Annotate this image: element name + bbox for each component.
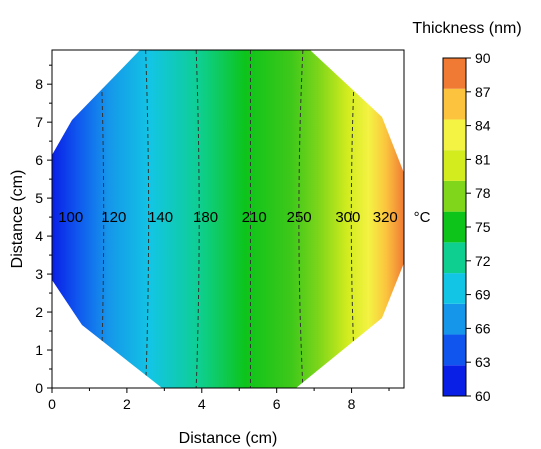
colorbar-tick-label: 78 [475,185,491,201]
temperature-label: 250 [287,209,312,226]
contour-line [100,50,105,388]
colorbar-swatch [443,303,466,335]
colorbar-swatch [443,119,466,151]
colorbar-tick-label: 81 [475,151,491,167]
temperature-labels: 100 120 140 180 210 250 300 320 °C [58,209,430,226]
colorbar-tick-label: 90 [475,50,491,66]
colorbar-swatch [443,365,466,396]
x-tick-label: 0 [48,396,56,412]
contour-line [298,50,304,388]
x-tick-label: 6 [273,396,281,412]
colorbar-swatch [443,180,466,212]
temperature-label: 120 [101,209,126,226]
colorbar-swatch [443,273,466,304]
temperature-label: 140 [148,209,173,226]
colorbar-swatch [443,58,466,89]
colorbar-tick-label: 60 [475,388,491,404]
y-axis: 0 1 2 3 4 5 6 7 8 [35,64,52,396]
colorbar-tick-label: 66 [475,320,491,336]
x-tick-label: 4 [198,396,206,412]
y-tick-label: 7 [35,114,43,130]
colorbar-swatch [443,211,466,243]
thickness-map-fill [52,50,404,388]
temperature-label: 100 [58,209,83,226]
temperature-label: 320 [373,209,398,226]
x-tick-label: 8 [348,396,356,412]
temperature-unit-label: °C [414,209,431,226]
contour-lines [100,50,356,388]
y-tick-label: 3 [35,266,43,282]
x-axis: 0 2 4 6 8 [48,388,390,412]
y-tick-label: 5 [35,190,43,206]
colorbar-tick-label: 75 [475,219,491,235]
colorbar-swatch [443,334,466,366]
temperature-label: 300 [335,209,360,226]
y-tick-label: 6 [35,152,43,168]
contour-line [145,50,150,388]
contour-line [195,50,200,388]
colorbar: 60 63 66 69 72 75 78 81 84 87 90 [442,50,491,404]
y-tick-label: 4 [35,228,43,244]
x-axis-label: Distance (cm) [179,430,278,447]
temperature-label: 210 [242,209,267,226]
colorbar-swatch [443,242,466,274]
y-tick-label: 0 [35,380,43,396]
plot-frame [51,49,405,389]
colorbar-title: Thickness (nm) [412,20,521,37]
contour-line [350,50,356,388]
y-tick-label: 8 [35,76,43,92]
colorbar-swatch [443,150,466,181]
temperature-label: 180 [193,209,218,226]
y-axis-label: Distance (cm) [9,170,26,269]
colorbar-tick-label: 69 [475,287,491,303]
colorbar-tick-label: 63 [475,354,491,370]
y-tick-label: 2 [35,304,43,320]
colorbar-tick-label: 84 [475,118,491,134]
colorbar-tick-label: 72 [475,253,491,269]
x-tick-label: 2 [123,396,131,412]
plot-area [51,49,405,389]
colorbar-tick-label: 87 [475,84,491,100]
y-tick-label: 1 [35,342,43,358]
colorbar-swatch [443,88,466,120]
